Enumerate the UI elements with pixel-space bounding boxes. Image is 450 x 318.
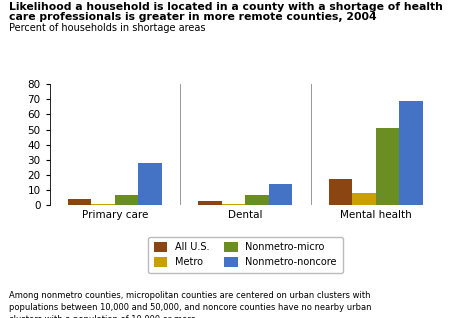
Bar: [352, 193, 376, 205]
Bar: [329, 179, 352, 205]
Bar: [138, 163, 162, 205]
Text: Percent of households in shortage areas: Percent of households in shortage areas: [9, 23, 206, 33]
Bar: [399, 101, 423, 205]
Bar: [198, 201, 222, 205]
Bar: [245, 195, 269, 205]
Bar: [68, 199, 91, 205]
Bar: [376, 128, 399, 205]
Bar: [269, 184, 292, 205]
Bar: [91, 204, 115, 205]
Bar: [115, 195, 138, 205]
Bar: [222, 204, 245, 205]
Text: care professionals is greater in more remote counties, 2004: care professionals is greater in more re…: [9, 12, 377, 22]
Legend: All U.S., Metro, Nonmetro-micro, Nonmetro-noncore: All U.S., Metro, Nonmetro-micro, Nonmetr…: [148, 237, 343, 273]
Text: Likelihood a household is located in a county with a shortage of health: Likelihood a household is located in a c…: [9, 2, 443, 11]
Text: Among nonmetro counties, micropolitan counties are centered on urban clusters wi: Among nonmetro counties, micropolitan co…: [9, 291, 382, 318]
